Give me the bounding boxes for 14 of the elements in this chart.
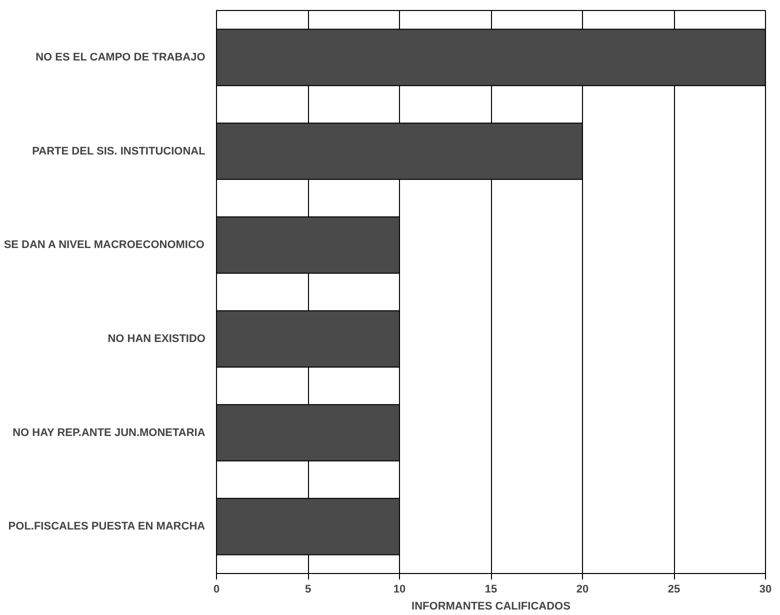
x-tick-label: 5 (304, 584, 312, 596)
y-tick-label: NO ES EL CAMPO DE TRABAJO (36, 51, 206, 64)
x-tick-label: 10 (393, 584, 406, 596)
x-tick-label: 30 (759, 584, 772, 596)
y-tick-label: POL.FISCALES PUESTA EN MARCHA (8, 520, 206, 533)
y-tick-label: NO HAN EXISTIDO (108, 332, 206, 345)
y-tick-label: SE DAN A NIVEL MACROECONOMICO (4, 239, 205, 252)
x-tick-label: 15 (484, 584, 498, 596)
x-tick-label: 25 (668, 584, 680, 596)
y-tick-label: NO HAY REP.ANTE JUN.MONETARIA (12, 426, 206, 439)
y-tick-label: PARTE DEL SIS. INSTITUCIONAL (32, 145, 206, 158)
x-axis-title: INFORMANTES CALIFICADOS (412, 600, 570, 612)
x-tick-label: 20 (576, 584, 589, 596)
x-tick-label: 0 (213, 584, 220, 596)
